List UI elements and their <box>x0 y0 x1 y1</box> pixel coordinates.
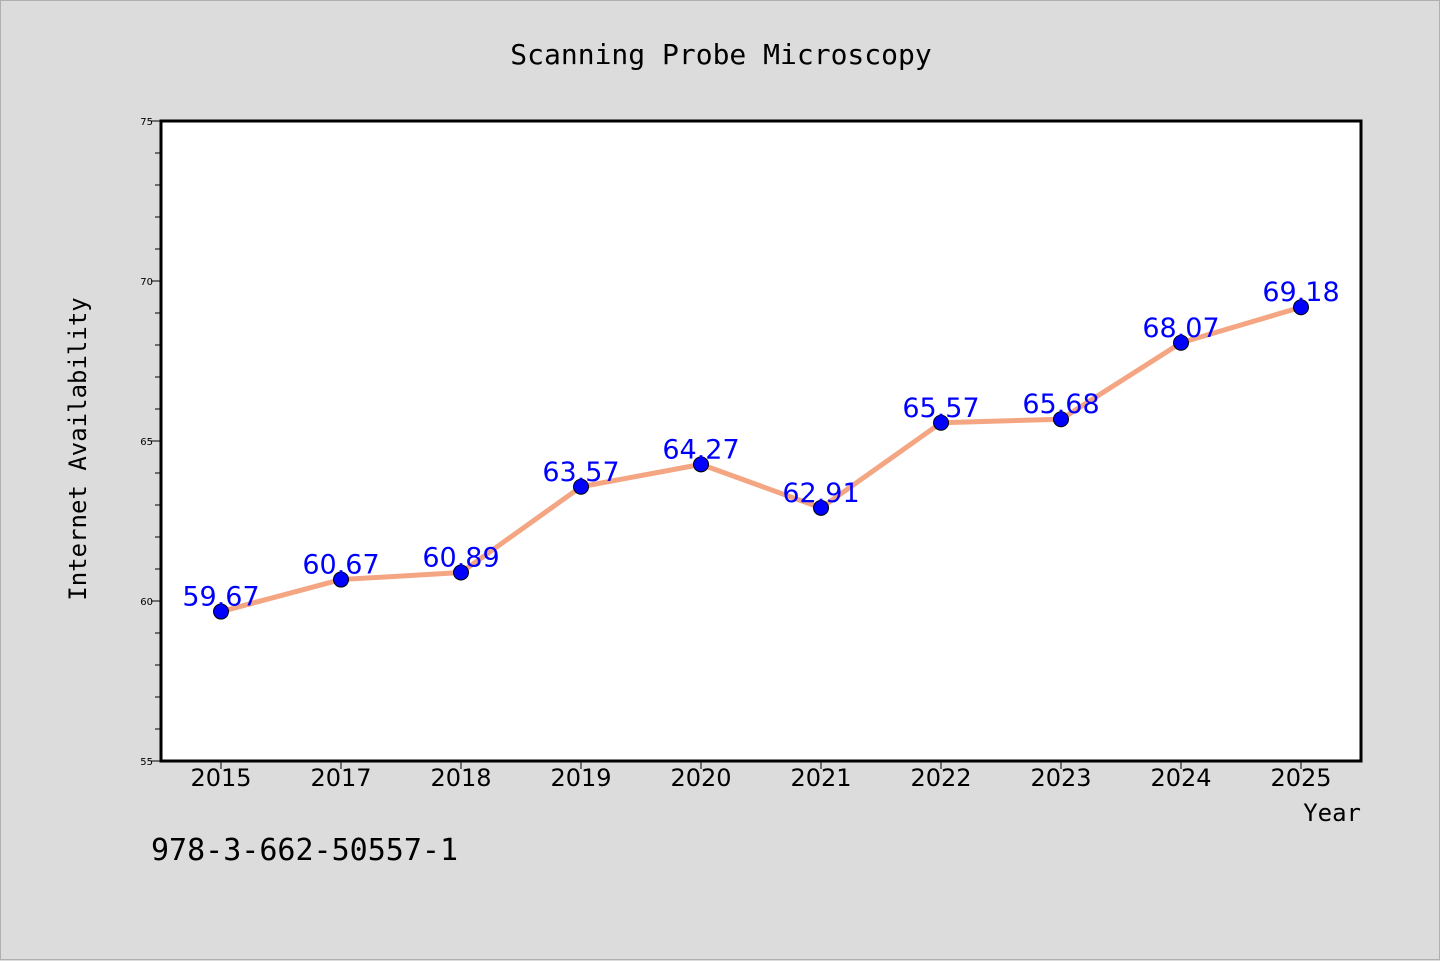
data-point <box>813 499 829 516</box>
series-layer <box>213 299 1309 620</box>
data-point <box>693 456 709 473</box>
x-tick-label: 2017 <box>310 764 371 792</box>
data-point <box>573 478 589 495</box>
data-point <box>933 414 949 431</box>
y-tick-label: 65 <box>140 437 153 448</box>
data-label: 68.07 <box>1142 313 1219 344</box>
x-axis-ticks: 2015 2017 2018 2019 2020 2021 2022 2023 2024 2025 <box>190 761 1332 792</box>
data-label: 62.91 <box>782 478 859 509</box>
data-label: 65.57 <box>902 393 979 424</box>
x-tick-label: 2018 <box>430 764 491 792</box>
y-axis-label: Internet Availability <box>64 297 92 600</box>
x-tick-label: 2022 <box>910 764 971 792</box>
data-label: 65.68 <box>1022 389 1099 420</box>
chart-title: Scanning Probe Microscopy <box>510 38 931 71</box>
data-point <box>213 603 229 620</box>
data-label-layer: 59.67 60.67 60.89 63.57 64.27 62.91 65.57 65.68… <box>182 277 1339 612</box>
data-label: 60.67 <box>302 550 379 581</box>
footer-isbn: 978-3-662-50557-1 <box>151 833 459 868</box>
series-line <box>218 304 1304 615</box>
x-tick-label: 2021 <box>790 764 851 792</box>
data-point <box>1173 334 1189 351</box>
x-axis-label: Year <box>1303 799 1361 827</box>
data-point <box>1293 299 1309 316</box>
data-label: 69.18 <box>1262 277 1339 308</box>
data-point <box>453 564 469 581</box>
y-tick-label: 60 <box>140 597 153 608</box>
x-tick-label: 2015 <box>190 764 251 792</box>
y-tick-label: 75 <box>140 117 153 128</box>
x-tick-label: 2019 <box>550 764 611 792</box>
data-point <box>333 571 349 588</box>
y-tick-label: 70 <box>140 277 153 288</box>
data-label: 63.57 <box>542 457 619 488</box>
x-tick-label: 2024 <box>1150 764 1211 792</box>
plot-frame <box>159 119 1363 763</box>
plot-area <box>161 121 1361 761</box>
x-tick-label: 2023 <box>1030 764 1091 792</box>
y-axis-ticks: 55 60 65 70 75 <box>140 117 161 768</box>
data-label: 60.89 <box>422 543 499 574</box>
y-tick-label: 55 <box>140 757 153 768</box>
data-point <box>1053 411 1069 428</box>
x-tick-label: 2020 <box>670 764 731 792</box>
x-tick-label: 2025 <box>1270 764 1331 792</box>
data-label: 59.67 <box>182 582 259 613</box>
data-label: 64.27 <box>662 434 739 465</box>
